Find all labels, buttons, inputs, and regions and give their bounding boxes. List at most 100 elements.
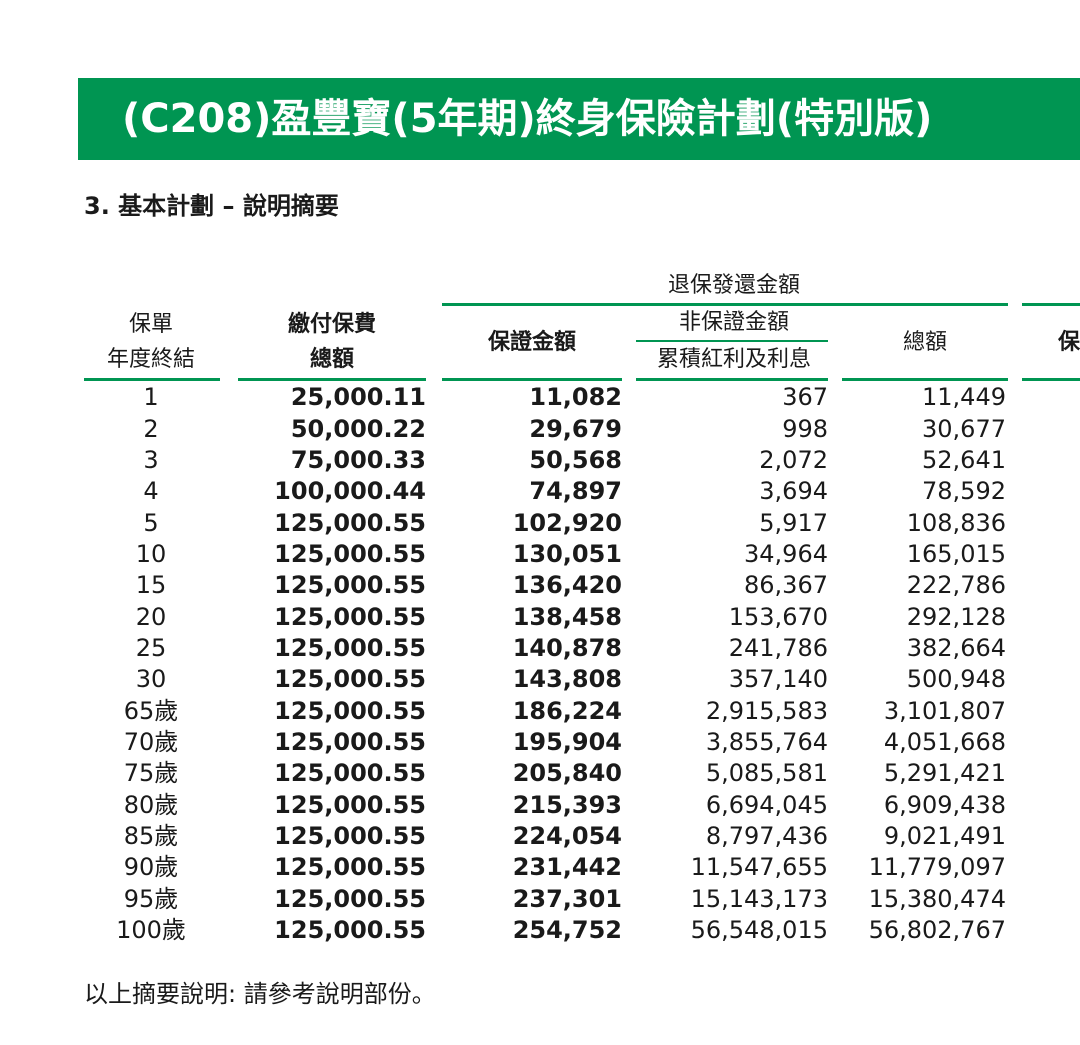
rule-premium-column bbox=[238, 378, 426, 381]
accumulated-bonus-cell: 241,786 bbox=[728, 633, 828, 662]
accumulated-bonus-cell: 5,917 bbox=[759, 508, 828, 537]
accumulated-bonus-cell: 56,548,015 bbox=[690, 916, 828, 945]
rule-surrender-group bbox=[442, 303, 1008, 306]
premium-total-cell: 100,000.44 bbox=[274, 477, 426, 506]
policy-year-cell: 5 bbox=[143, 508, 159, 537]
header-year-line1: 保單 bbox=[128, 312, 173, 337]
policy-year-cell: 1 bbox=[143, 383, 159, 412]
table-row: 70歲 125,000.55 195,904 3,855,764 4,051,668 bbox=[84, 727, 1006, 758]
table-body: 1 25,000.11 11,082 367 11,449 2 50,000.22 29,67… bbox=[84, 382, 1006, 946]
table-row: 3 75,000.33 50,568 2,072 52,641 bbox=[84, 445, 1006, 476]
premium-total-cell: 125,000.55 bbox=[274, 602, 426, 631]
table-row: 90歲 125,000.55 231,442 11,547,655 11,779,097 bbox=[84, 852, 1006, 883]
guaranteed-amount-cell: 140,878 bbox=[512, 633, 622, 662]
accumulated-bonus-cell: 6,694,045 bbox=[705, 790, 828, 819]
header-surrender-group: 退保發還金額 bbox=[667, 273, 800, 298]
table-row: 2 50,000.22 29,679 998 30,677 bbox=[84, 413, 1006, 444]
premium-total-cell: 125,000.55 bbox=[274, 884, 426, 913]
rule-bonus-column bbox=[636, 378, 828, 381]
guaranteed-amount-cell: 102,920 bbox=[512, 508, 622, 537]
accumulated-bonus-cell: 8,797,436 bbox=[705, 821, 828, 850]
premium-total-cell: 125,000.55 bbox=[274, 853, 426, 882]
accumulated-bonus-cell: 357,140 bbox=[728, 665, 828, 694]
policy-year-cell: 85歲 bbox=[123, 821, 179, 850]
table-row: 80歲 125,000.55 215,393 6,694,045 6,909,438 bbox=[84, 789, 1006, 820]
table-row: 85歲 125,000.55 224,054 8,797,436 9,021,491 bbox=[84, 821, 1006, 852]
total-amount-cell: 108,836 bbox=[906, 508, 1006, 537]
policy-year-cell: 4 bbox=[143, 477, 159, 506]
table-row: 10 125,000.55 130,051 34,964 165,015 bbox=[84, 539, 1006, 570]
guaranteed-amount-cell: 254,752 bbox=[512, 916, 622, 945]
guaranteed-amount-cell: 50,568 bbox=[529, 445, 622, 474]
total-amount-cell: 11,449 bbox=[922, 383, 1006, 412]
rule-guaranteed-column bbox=[442, 378, 622, 381]
guaranteed-amount-cell: 11,082 bbox=[529, 383, 622, 412]
table-row: 1 25,000.11 11,082 367 11,449 bbox=[84, 382, 1006, 413]
premium-total-cell: 125,000.55 bbox=[274, 790, 426, 819]
policy-year-cell: 70歲 bbox=[123, 727, 179, 756]
plan-title-banner: (C208)盈豐寶(5年期)終身保險計劃(特別版) bbox=[78, 78, 1080, 160]
premium-total-cell: 125,000.55 bbox=[274, 821, 426, 850]
header-total: 總額 bbox=[902, 330, 947, 355]
accumulated-bonus-cell: 2,072 bbox=[759, 445, 828, 474]
accumulated-bonus-cell: 11,547,655 bbox=[690, 853, 828, 882]
policy-year-cell: 3 bbox=[143, 445, 159, 474]
header-premium-line2: 總額 bbox=[309, 347, 354, 372]
total-amount-cell: 11,779,097 bbox=[868, 853, 1006, 882]
premium-total-cell: 125,000.55 bbox=[274, 665, 426, 694]
table-row: 95歲 125,000.55 237,301 15,143,173 15,380,474 bbox=[84, 884, 1006, 915]
total-amount-cell: 4,051,668 bbox=[883, 727, 1006, 756]
policy-year-cell: 15 bbox=[135, 571, 167, 600]
total-amount-cell: 9,021,491 bbox=[883, 821, 1006, 850]
total-amount-cell: 78,592 bbox=[922, 477, 1006, 506]
guaranteed-amount-cell: 138,458 bbox=[512, 602, 622, 631]
premium-total-cell: 125,000.55 bbox=[274, 633, 426, 662]
accumulated-bonus-cell: 15,143,173 bbox=[690, 884, 828, 913]
total-amount-cell: 292,128 bbox=[906, 602, 1006, 631]
guaranteed-amount-cell: 215,393 bbox=[512, 790, 622, 819]
header-cut-off: 保 bbox=[1058, 330, 1080, 355]
policy-year-cell: 95歲 bbox=[123, 884, 179, 913]
table-row: 100歲 125,000.55 254,752 56,548,015 56,802,76… bbox=[84, 915, 1006, 946]
table-row: 15 125,000.55 136,420 86,367 222,786 bbox=[84, 570, 1006, 601]
policy-year-cell: 25 bbox=[135, 633, 167, 662]
header-non-guaranteed: 非保證金額 bbox=[678, 310, 789, 335]
accumulated-bonus-cell: 153,670 bbox=[728, 602, 828, 631]
guaranteed-amount-cell: 74,897 bbox=[529, 477, 622, 506]
guaranteed-amount-cell: 186,224 bbox=[512, 696, 622, 725]
table-row: 75歲 125,000.55 205,840 5,085,581 5,291,421 bbox=[84, 758, 1006, 789]
guaranteed-amount-cell: 237,301 bbox=[512, 884, 622, 913]
premium-total-cell: 25,000.11 bbox=[290, 383, 426, 412]
table-row: 4 100,000.44 74,897 3,694 78,592 bbox=[84, 476, 1006, 507]
guaranteed-amount-cell: 29,679 bbox=[529, 414, 622, 443]
accumulated-bonus-cell: 3,855,764 bbox=[705, 727, 828, 756]
policy-year-cell: 2 bbox=[143, 414, 159, 443]
premium-total-cell: 125,000.55 bbox=[274, 727, 426, 756]
premium-total-cell: 125,000.55 bbox=[274, 916, 426, 945]
premium-total-cell: 125,000.55 bbox=[274, 508, 426, 537]
total-amount-cell: 30,677 bbox=[922, 414, 1006, 443]
guaranteed-amount-cell: 205,840 bbox=[512, 759, 622, 788]
header-premium-line1: 繳付保費 bbox=[287, 312, 376, 337]
footnote: 以上摘要說明: 請參考說明部份。 bbox=[84, 980, 436, 1008]
total-amount-cell: 3,101,807 bbox=[883, 696, 1006, 725]
guaranteed-amount-cell: 224,054 bbox=[512, 821, 622, 850]
table-row: 5 125,000.55 102,920 5,917 108,836 bbox=[84, 507, 1006, 538]
policy-year-cell: 100歲 bbox=[116, 916, 186, 945]
total-amount-cell: 222,786 bbox=[906, 571, 1006, 600]
header-guaranteed: 保證金額 bbox=[487, 330, 576, 355]
header-bonus: 累積紅利及利息 bbox=[656, 347, 811, 372]
table-row: 30 125,000.55 143,808 357,140 500,948 bbox=[84, 664, 1006, 695]
premium-total-cell: 125,000.55 bbox=[274, 759, 426, 788]
accumulated-bonus-cell: 3,694 bbox=[759, 477, 828, 506]
policy-year-cell: 80歲 bbox=[123, 790, 179, 819]
total-amount-cell: 15,380,474 bbox=[868, 884, 1006, 913]
header-year-line2: 年度終結 bbox=[106, 347, 195, 372]
accumulated-bonus-cell: 5,085,581 bbox=[705, 759, 828, 788]
premium-total-cell: 75,000.33 bbox=[290, 445, 426, 474]
rule-year-column bbox=[84, 378, 220, 381]
premium-total-cell: 50,000.22 bbox=[290, 414, 426, 443]
policy-year-cell: 20 bbox=[135, 602, 167, 631]
total-amount-cell: 5,291,421 bbox=[883, 759, 1006, 788]
table-row: 20 125,000.55 138,458 153,670 292,128 bbox=[84, 601, 1006, 632]
